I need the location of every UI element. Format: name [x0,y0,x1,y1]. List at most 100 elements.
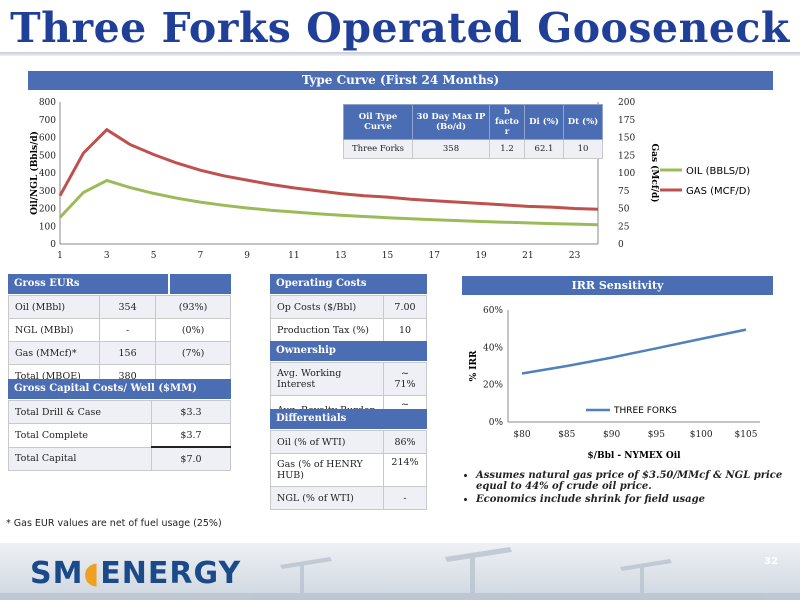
x-tick-label: 3 [104,251,110,261]
x-tick-label: 19 [475,251,487,261]
title-rule [0,52,800,56]
overlay-cell-dt: 10 [563,139,603,159]
y-tick-label: 0 [50,240,56,250]
eur-label: Oil (MBbl) [8,295,100,319]
operating-value: 7.00 [383,295,427,319]
irr-y-tick-label: 40% [483,343,503,353]
y2-tick-label: 0 [618,240,624,250]
y-tick-label: 600 [39,134,56,144]
bullet-item: Assumes natural gas price of $3.50/MMcf … [476,470,796,492]
irr-x-tick-label: $80 [513,430,530,440]
irr-legend-label: THREE FORKS [613,406,677,416]
overlay-header-ip: 30 Day Max IP (Bo/d) [412,104,490,140]
x-tick-label: 17 [429,251,441,261]
irr-x-tick-label: $95 [648,430,665,440]
logo-sm: SM [30,556,84,591]
capital-label: Total Capital [8,446,152,471]
sm-energy-logo: SM◖ENERGY [30,556,241,591]
overlay-header-curve: Oil Type Curve [343,104,413,140]
overlay-cell-curve: Three Forks [343,139,413,159]
y-axis-label: Oil/NGL (Bbls/d) [29,131,40,215]
series-line-oil [58,178,599,227]
capital-label: Total Complete [8,423,152,448]
capital-table: Total Drill & Case $3.3 Total Complete $… [8,400,231,471]
type-curve-overlay-table: Oil Type Curve 30 Day Max IP (Bo/d) b fa… [343,104,603,159]
irr-y-axis-label: % IRR [469,350,479,381]
overlay-header-b: b facto r [489,104,525,140]
eur-value: - [98,318,157,342]
series-line-gas [58,127,599,211]
table-row: Total Drill & Case $3.3 [8,400,231,424]
irr-chart: 0% 20% 40% 60% $80 $85 $90 $95 $100 $105 $/Bbl - N… [469,306,760,461]
footnote: * Gas EUR values are net of fuel usage (… [6,518,222,529]
x-tick-label: 5 [151,251,157,261]
irr-y-tick-label: 20% [483,381,503,391]
irr-x-tick-label: $105 [735,430,758,440]
gross-eurs-title: Gross EURs [14,278,80,289]
eur-value: 156 [98,341,157,365]
y-tick-label: 500 [39,151,56,161]
y2-axis-label: Gas (Mcf/d) [649,143,660,202]
eur-share: (93%) [155,295,231,319]
irr-x-axis-label: $/Bbl - NYMEX Oil [587,451,681,461]
x-tick-label: 23 [569,251,581,261]
x-tick-label: 15 [382,251,394,261]
overlay-cell-b: 1.2 [489,139,525,159]
capital-header: Gross Capital Costs/ Well ($MM) [8,379,231,399]
operating-label: Production Tax (%) [270,318,384,342]
y-tick-label: 200 [39,205,56,215]
y2-tick-label: 100 [618,169,635,179]
y2-tick-label: 50 [618,205,630,215]
differential-label: Oil (% of WTI) [270,430,384,454]
differential-label: NGL (% of WTI) [270,486,384,510]
y2-tick-label: 75 [618,187,630,197]
capital-label: Total Drill & Case [8,400,152,424]
table-row: Avg. Working Interest ~ 71% [270,362,427,396]
page-title: Three Forks Operated Gooseneck [10,4,790,52]
x-tick-label: 11 [288,251,299,261]
overlay-cell-ip: 358 [412,139,490,159]
differentials-header: Differentials [270,409,427,429]
table-row: NGL (% of WTI) - [270,486,427,510]
y2-tick-label: 25 [618,222,630,232]
table-row: Oil (% of WTI) 86% [270,430,427,454]
overlay-header-di: Di (%) [524,104,564,140]
logo-energy: ENERGY [100,556,242,591]
overlay-header-dt: Dt (%) [563,104,603,140]
y2-tick-label: 200 [618,98,635,108]
type-curve-chart: 0100200300400500600700800025507510012515… [29,98,750,261]
ownership-label: Avg. Working Interest [270,362,384,396]
table-row: Total Complete $3.7 [8,423,231,448]
flame-icon: ◖ [83,556,101,591]
x-tick-label: 21 [522,251,533,261]
eur-label: Gas (MMcf)* [8,341,100,365]
eur-value: 354 [98,295,157,319]
operating-table: Op Costs ($/Bbl) 7.00 Production Tax (%)… [270,295,427,342]
table-row: NGL (MBbl) - (0%) [8,318,231,342]
x-tick-label: 7 [197,251,203,261]
capital-value: $3.3 [151,400,231,424]
table-row: Op Costs ($/Bbl) 7.00 [270,295,427,319]
table-row: Gas (MMcf)* 156 (7%) [8,341,231,365]
differential-value: 86% [383,430,427,454]
table-row: Oil (MBbl) 354 (93%) [8,295,231,319]
footer-band [0,543,800,600]
x-tick-label: 9 [244,251,250,261]
irr-series-line [521,328,747,375]
gross-eurs-header-divider [168,274,170,294]
overlay-cell-di: 62.1 [524,139,564,159]
eur-share: (7%) [155,341,231,365]
operating-header: Operating Costs [270,274,427,294]
differential-value: 214% [383,453,427,487]
table-row: Total Capital $7.0 [8,446,231,471]
differentials-table: Oil (% of WTI) 86% Gas (% of HENRY HUB) … [270,430,427,510]
gross-eurs-header: Gross EURs [8,274,231,294]
legend-label: GAS (MCF/D) [686,186,750,197]
eur-share: (0%) [155,318,231,342]
y-tick-label: 100 [39,222,56,232]
irr-x-tick-label: $90 [603,430,620,440]
irr-header: IRR Sensitivity [462,276,773,295]
irr-x-tick-label: $100 [690,430,713,440]
page-number: 32 [764,556,778,567]
eur-label: NGL (MBbl) [8,318,100,342]
